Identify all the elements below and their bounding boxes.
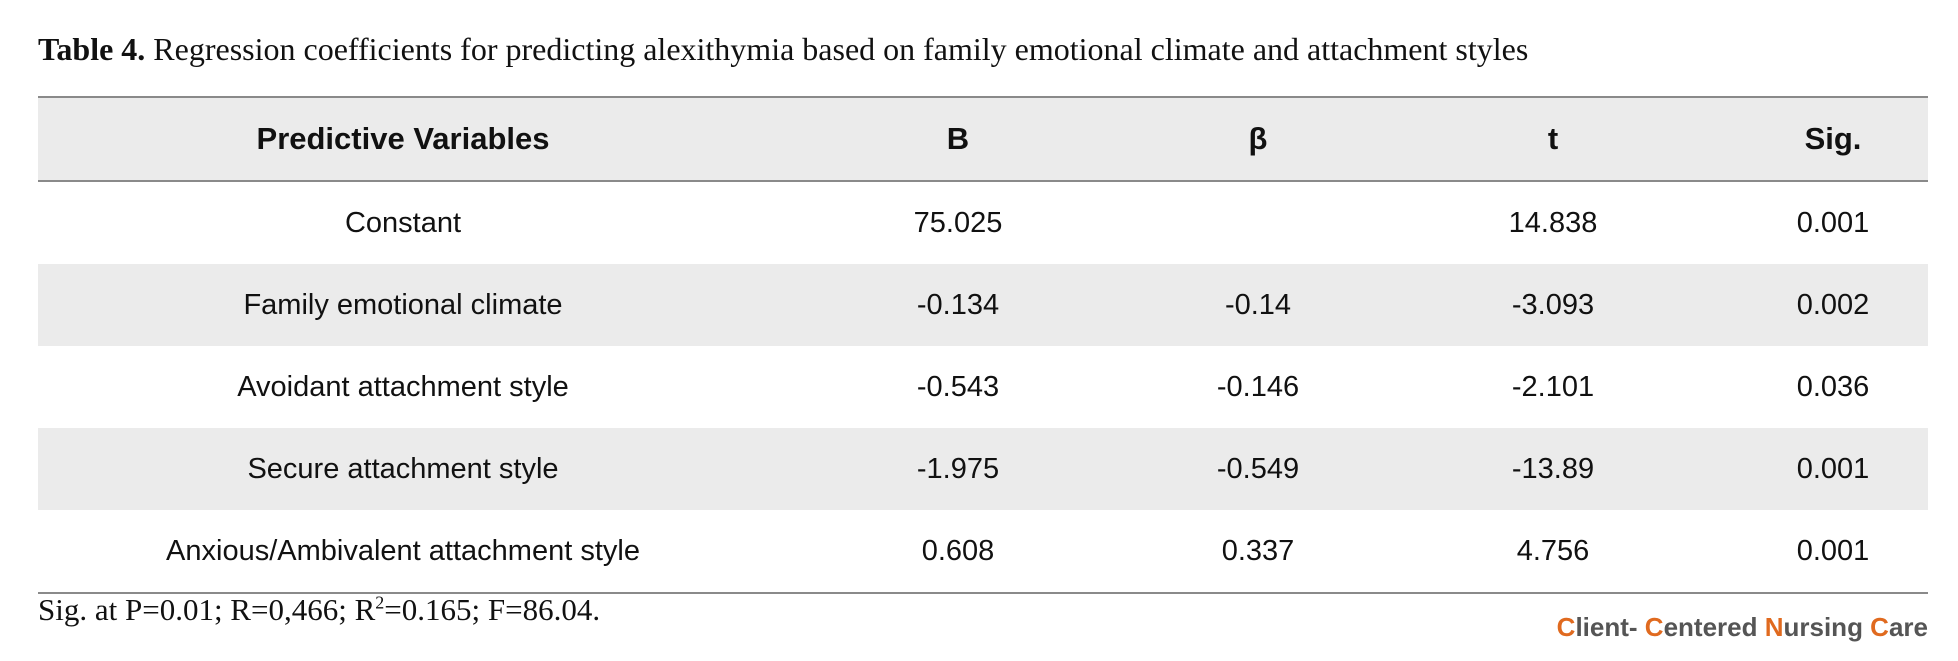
brand-initial: C — [1556, 612, 1576, 642]
row-b: 0.608 — [921, 534, 995, 567]
table-row: Family emotional climate -0.134 -0.14 -3… — [38, 264, 1928, 346]
table-caption: Table 4. Regression coefficients for pre… — [38, 30, 1528, 68]
regression-table: Predictive Variables B β t Sig. Constant… — [38, 96, 1928, 594]
row-beta: -0.146 — [1216, 370, 1300, 403]
row-sig: 0.001 — [1796, 206, 1870, 239]
row-t: 14.838 — [1508, 206, 1598, 239]
footnote-superscript: 2 — [375, 592, 385, 613]
brand-word: entered — [1663, 612, 1765, 642]
row-t: 4.756 — [1516, 534, 1590, 567]
row-t: -13.89 — [1511, 452, 1595, 485]
row-t: -2.101 — [1511, 370, 1595, 403]
row-b: -1.975 — [916, 452, 1000, 485]
table-row: Anxious/Ambivalent attachment style 0.60… — [38, 510, 1928, 592]
table-row: Secure attachment style -1.975 -0.549 -1… — [38, 428, 1928, 510]
row-sig: 0.001 — [1796, 534, 1870, 567]
table-row: Avoidant attachment style -0.543 -0.146 … — [38, 346, 1928, 428]
header-t: t — [1547, 121, 1559, 156]
row-variable: Anxious/Ambivalent attachment style — [166, 534, 640, 567]
table-row: Constant 75.025 14.838 0.001 — [38, 182, 1928, 264]
header-predictive-variables: Predictive Variables — [256, 121, 550, 156]
header-b: B — [946, 121, 970, 156]
brand-word: lient- — [1575, 612, 1645, 642]
brand-initial: N — [1764, 612, 1784, 642]
row-sig: 0.001 — [1796, 452, 1870, 485]
row-variable: Family emotional climate — [243, 288, 563, 321]
row-beta: 0.337 — [1221, 534, 1295, 567]
header-sig: Sig. — [1804, 121, 1862, 156]
brand-initial: C — [1870, 612, 1889, 642]
row-t: -3.093 — [1511, 288, 1595, 321]
row-sig: 0.002 — [1796, 288, 1870, 321]
table-caption-label: Table 4. — [38, 31, 146, 67]
row-b: -0.543 — [916, 370, 1000, 403]
journal-brand-logo: Client- Centered Nursing Care — [1557, 612, 1928, 643]
table-header-row: Predictive Variables B β t Sig. — [38, 98, 1928, 182]
footnote-text-start: Sig. at P=0.01; R=0,466; R — [38, 592, 376, 627]
row-b: -0.134 — [916, 288, 1000, 321]
header-beta: β — [1248, 121, 1268, 156]
row-variable: Constant — [344, 206, 462, 239]
row-beta: -0.14 — [1224, 288, 1292, 321]
brand-word: are — [1888, 612, 1928, 642]
footnote-text-end: =0.165; F=86.04. — [384, 592, 601, 627]
row-sig: 0.036 — [1796, 370, 1870, 403]
brand-word: ursing — [1783, 612, 1871, 642]
row-b: 75.025 — [913, 206, 1003, 239]
table-caption-text: Regression coefficients for predicting a… — [145, 31, 1529, 67]
table-footnote: Sig. at P=0.01; R=0,466; R2=0.165; F=86.… — [38, 592, 600, 628]
row-variable: Avoidant attachment style — [237, 370, 569, 403]
brand-initial: C — [1644, 612, 1664, 642]
row-variable: Secure attachment style — [247, 452, 559, 485]
row-beta: -0.549 — [1216, 452, 1300, 485]
